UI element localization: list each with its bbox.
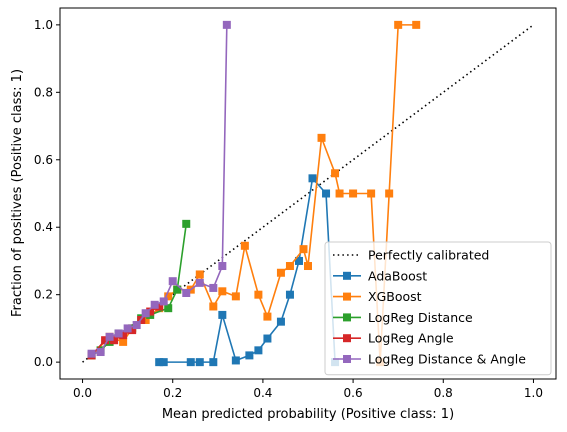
x-tick-label: 0.4 (253, 386, 272, 400)
data-point (349, 190, 357, 198)
y-tick-label: 0.2 (34, 288, 53, 302)
data-point (394, 21, 402, 29)
x-axis-label: Mean predicted probability (Positive cla… (162, 407, 454, 422)
x-axis-ticks: 0.0 0.2 0.4 0.6 0.8 1.0 (73, 379, 543, 400)
data-point (218, 287, 226, 295)
data-point (309, 174, 317, 182)
data-point (196, 279, 204, 287)
data-point (277, 318, 285, 326)
data-point (133, 321, 141, 329)
data-point (385, 190, 393, 198)
data-point (160, 358, 168, 366)
legend-swatch-marker (343, 313, 351, 321)
x-tick-label: 1.0 (524, 386, 543, 400)
data-point (218, 262, 226, 270)
data-point (318, 134, 326, 142)
x-tick-label: 0.6 (344, 386, 363, 400)
x-tick-label: 0.8 (434, 386, 453, 400)
data-point (223, 21, 231, 29)
legend-swatch-marker (343, 355, 351, 363)
data-point (322, 190, 330, 198)
data-point (304, 262, 312, 270)
data-point (286, 262, 294, 270)
data-point (151, 301, 159, 309)
legend-label: LogReg Distance & Angle (368, 352, 526, 367)
data-point (254, 291, 262, 299)
y-tick-label: 0.4 (34, 220, 53, 234)
y-tick-label: 1.0 (34, 18, 53, 32)
data-point (160, 297, 168, 305)
data-point (263, 313, 271, 321)
legend-label: LogReg Angle (368, 331, 454, 346)
legend-swatch-marker (343, 293, 351, 301)
data-point (196, 358, 204, 366)
data-point (124, 324, 132, 332)
data-point (286, 291, 294, 299)
data-point (254, 346, 262, 354)
x-tick-label: 0.2 (163, 386, 182, 400)
data-point (182, 289, 190, 297)
data-point (336, 190, 344, 198)
legend-swatch-marker (343, 272, 351, 280)
data-point (412, 21, 420, 29)
legend-label: Perfectly calibrated (368, 248, 489, 263)
data-point (209, 284, 217, 292)
y-tick-label: 0.8 (34, 85, 53, 99)
legend: Perfectly calibrated AdaBoost XGBoost LogRe… (325, 242, 551, 375)
data-point (367, 190, 375, 198)
legend-swatch-marker (343, 334, 351, 342)
data-point (218, 311, 226, 319)
data-point (187, 358, 195, 366)
y-axis-ticks: 0.0 0.2 0.4 0.6 0.8 1.0 (34, 18, 60, 369)
data-point (209, 302, 217, 310)
y-axis-label: Fraction of positives (Positive class: 1… (10, 69, 25, 317)
data-point (232, 356, 240, 364)
data-point (263, 335, 271, 343)
data-point (277, 269, 285, 277)
data-point (106, 333, 114, 341)
y-tick-label: 0.6 (34, 153, 53, 167)
data-point (299, 245, 307, 253)
data-point (196, 270, 204, 278)
data-point (232, 292, 240, 300)
data-point (331, 169, 339, 177)
data-point (241, 242, 249, 250)
legend-label: AdaBoost (368, 268, 427, 283)
data-point (97, 348, 105, 356)
data-point (182, 220, 190, 228)
legend-label: LogReg Distance (368, 310, 473, 325)
data-point (169, 277, 177, 285)
data-point (209, 358, 217, 366)
data-point (115, 329, 123, 337)
data-point (245, 351, 253, 359)
x-tick-label: 0.0 (73, 386, 92, 400)
data-point (88, 350, 96, 358)
data-point (142, 309, 150, 317)
legend-label: XGBoost (368, 289, 422, 304)
y-tick-label: 0.0 (34, 355, 53, 369)
